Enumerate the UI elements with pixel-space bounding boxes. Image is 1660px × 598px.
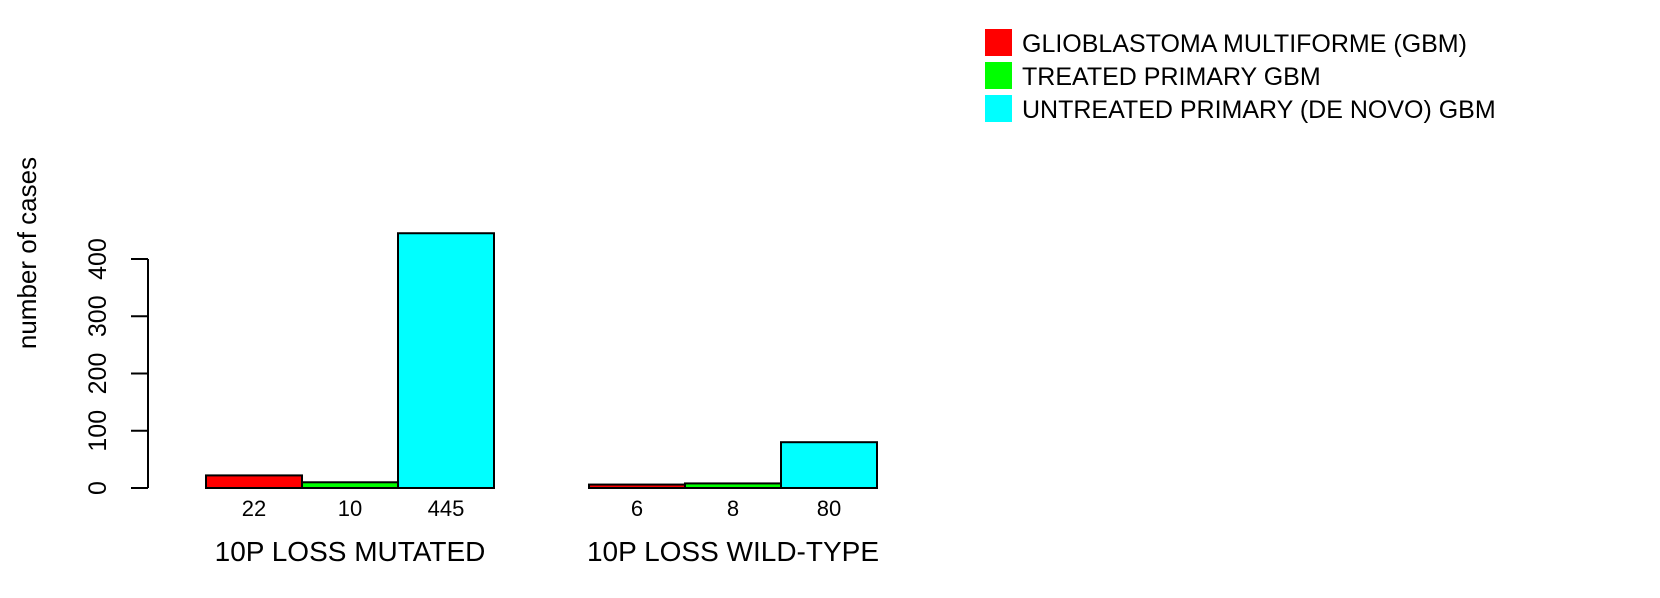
legend-label: UNTREATED PRIMARY (DE NOVO) GBM	[1022, 96, 1496, 124]
y-tick-label: 100	[84, 410, 112, 452]
bars	[205, 232, 878, 490]
bar-value-label: 8	[727, 496, 739, 521]
group-labels: 10P LOSS MUTATED 10P LOSS WILD-TYPE	[215, 536, 879, 567]
y-tick-label: 200	[84, 353, 112, 395]
value-labels: 22 10 445 6 8 80	[242, 496, 841, 521]
legend-swatch	[985, 29, 1012, 56]
y-tick-label: 400	[84, 238, 112, 280]
bar	[301, 481, 399, 489]
category-label: 10P LOSS WILD-TYPE	[587, 536, 879, 567]
legend: GLIOBLASTOMA MULTIFORME (GBM) TREATED PRI…	[985, 29, 1496, 124]
legend-label: TREATED PRIMARY GBM	[1022, 63, 1321, 91]
y-tick-label: 0	[84, 481, 112, 495]
bar-value-label: 445	[428, 496, 465, 521]
legend-swatch	[985, 62, 1012, 89]
bar	[397, 232, 495, 489]
category-label: 10P LOSS MUTATED	[215, 536, 486, 567]
legend-swatch	[985, 95, 1012, 122]
legend-label: GLIOBLASTOMA MULTIFORME (GBM)	[1022, 30, 1467, 58]
bar-value-label: 10	[338, 496, 362, 521]
bar-value-label: 80	[817, 496, 841, 521]
y-axis: 0 100 200 300 400	[84, 238, 149, 495]
bar	[780, 441, 878, 490]
y-axis-label: number of cases	[12, 157, 42, 349]
bar	[684, 482, 782, 490]
bar-value-label: 22	[242, 496, 266, 521]
bar	[588, 483, 686, 490]
bar	[205, 474, 303, 489]
bar-value-label: 6	[631, 496, 643, 521]
y-tick-label: 300	[84, 295, 112, 337]
